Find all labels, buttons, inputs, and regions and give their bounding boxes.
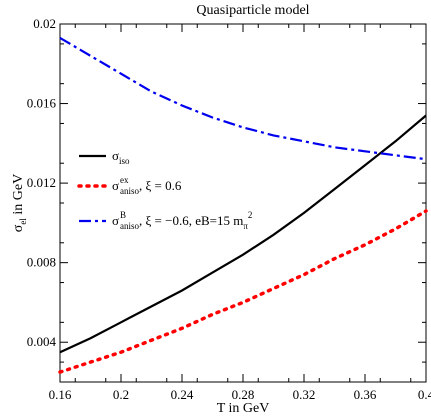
x-axis-label: T in GeV xyxy=(217,401,270,416)
x-tick-label: 0.28 xyxy=(232,387,255,402)
legend-item-aniso-b: σB aniso, ξ = −0.6, eB=15 mπ2 xyxy=(112,210,252,231)
y-tick-label: 0.008 xyxy=(27,255,56,270)
x-tick-label: 0.24 xyxy=(171,387,194,402)
plot-frame xyxy=(59,23,427,383)
chart-title: Quasiparticle model xyxy=(196,3,309,18)
legend-item-iso: σiso xyxy=(112,148,130,166)
y-tick-label: 0.004 xyxy=(27,334,57,349)
x-tick-label: 0.16 xyxy=(49,387,72,402)
y-tick-label: 0.02 xyxy=(33,16,56,31)
x-tick-label: 0.4 xyxy=(418,387,431,402)
y-axis-label: σel in GeV xyxy=(11,174,28,232)
y-tick-label: 0.012 xyxy=(27,175,56,190)
series-aniso-b-line xyxy=(59,36,427,161)
legend-item-aniso-ex: σex aniso, ξ = 0.6 xyxy=(112,175,182,196)
x-tick-label: 0.2 xyxy=(113,387,129,402)
x-tick-label: 0.32 xyxy=(293,387,316,402)
series-iso-line xyxy=(59,114,427,354)
x-tick-label: 0.36 xyxy=(354,387,377,402)
y-tick-label: 0.016 xyxy=(27,96,57,111)
series-aniso-ex-line xyxy=(58,209,428,374)
